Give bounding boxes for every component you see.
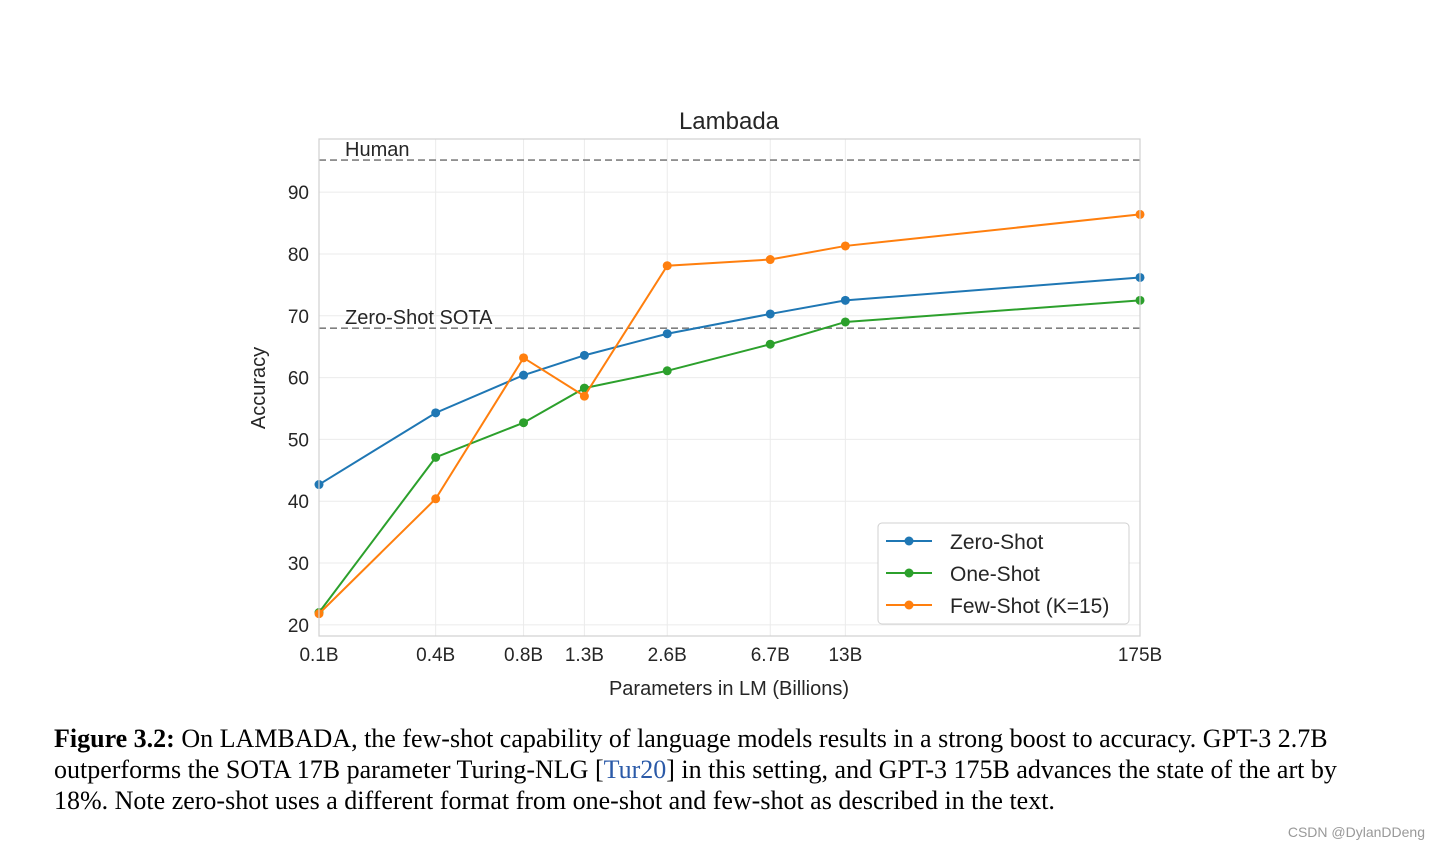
data-point-zero-shot — [662, 329, 672, 339]
data-point-few-shot-k-15 — [431, 494, 441, 504]
series-line-one-shot — [318, 299, 1141, 614]
data-point-zero-shot — [765, 309, 775, 319]
x-tick-label: 1.3B — [565, 645, 604, 666]
data-point-zero-shot — [840, 295, 850, 305]
caption-text-before: On LAMBADA, the few-shot capability of l… — [54, 724, 1328, 784]
data-point-zero-shot — [431, 408, 441, 418]
legend-label-zero-shot: Zero-Shot — [950, 531, 1044, 554]
figure-caption: Figure 3.2: On LAMBADA, the few-shot cap… — [54, 723, 1394, 816]
reference-lines: Human Zero-Shot SOTA — [319, 139, 1140, 329]
data-point-few-shot-k-15 — [662, 261, 672, 271]
legend-marker-zero-shot — [904, 536, 914, 546]
plot-frame — [318, 138, 1141, 637]
x-tick-label: 0.1B — [299, 645, 338, 666]
chart-title: Lambada — [679, 108, 780, 135]
x-tick-label: 0.8B — [504, 645, 543, 666]
data-point-few-shot-k-15 — [840, 241, 850, 251]
y-tick-label: 90 — [288, 183, 309, 204]
caption-text-after: ] in this setting, and GPT-3 175B advanc… — [54, 755, 1337, 815]
series-line-zero-shot — [318, 276, 1141, 486]
legend-marker-one-shot — [904, 568, 914, 578]
y-tick-label: 50 — [288, 430, 309, 451]
legend-box — [877, 522, 1130, 625]
y-tick-label: 40 — [288, 492, 309, 513]
reference-label: Human — [345, 139, 409, 161]
ticks: 0.1B 0.4B 0.8B 1.3B 2.6B 6.7B 13B 175B 20 30 40 50 6… — [288, 183, 1162, 666]
data-point-one-shot — [519, 418, 529, 428]
data-point-one-shot — [765, 339, 775, 349]
y-tick-label: 60 — [288, 369, 309, 390]
data-point-zero-shot — [519, 370, 529, 380]
y-tick-label: 80 — [288, 245, 309, 266]
x-tick-label: 13B — [828, 645, 862, 666]
legend-label-one-shot: One-Shot — [950, 563, 1040, 586]
data-point-few-shot-k-15 — [579, 391, 589, 401]
data-point-one-shot — [662, 366, 672, 376]
data-point-few-shot-k-15 — [765, 255, 775, 265]
reference-label: Zero-Shot SOTA — [345, 307, 493, 329]
y-tick-label: 20 — [288, 616, 309, 637]
legend: Zero-Shot One-Shot Few-Shot (K=15) — [877, 522, 1130, 625]
data-point-one-shot — [431, 452, 441, 462]
watermark: CSDN @DylanDDeng — [1287, 824, 1425, 840]
data-point-one-shot — [840, 317, 850, 327]
legend-label-few-shot-k-15: Few-Shot (K=15) — [950, 595, 1109, 618]
citation-link[interactable]: Tur20 — [603, 755, 667, 784]
y-tick-label: 30 — [288, 554, 309, 575]
series-group — [314, 209, 1145, 619]
y-tick-label: 70 — [288, 307, 309, 328]
legend-marker-few-shot-k-15 — [904, 600, 914, 610]
caption-label: Figure 3.2: — [54, 724, 175, 753]
data-point-one-shot — [579, 383, 589, 393]
data-point-few-shot-k-15 — [519, 353, 529, 363]
x-tick-label: 6.7B — [751, 645, 790, 666]
x-axis-label: Parameters in LM (Billions) — [609, 678, 849, 700]
x-tick-label: 175B — [1118, 645, 1162, 666]
data-point-zero-shot — [579, 350, 589, 360]
x-tick-label: 2.6B — [648, 645, 687, 666]
x-tick-label: 0.4B — [416, 645, 455, 666]
series-line-few-shot-k-15 — [318, 213, 1141, 615]
y-axis-label: Accuracy — [248, 347, 270, 429]
